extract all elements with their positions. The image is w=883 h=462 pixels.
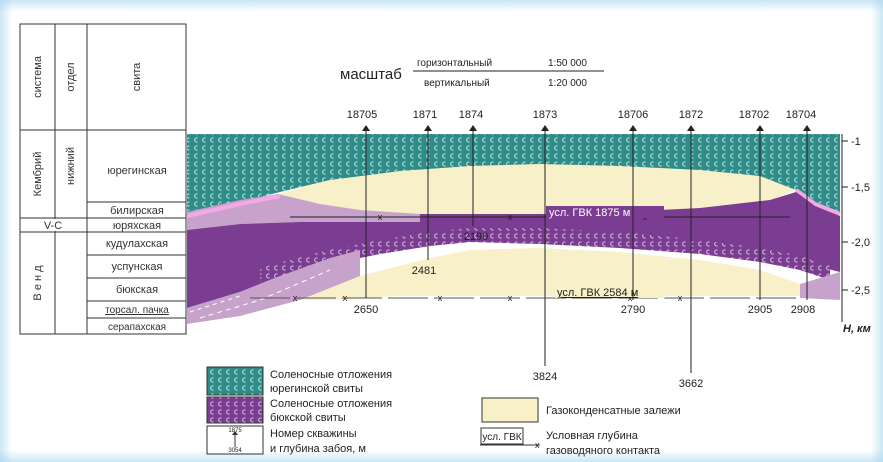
legend-byuk-line2: бюкской свиты — [270, 412, 346, 424]
well-depth-3824: 3824 — [533, 371, 557, 383]
suite-yuryakhskaya: юряхская — [113, 220, 161, 232]
svg-text:x: x — [508, 212, 513, 222]
svg-text:x: x — [343, 293, 348, 303]
legend-yureg-line2: юрегинской свиты — [270, 383, 363, 395]
pink-line-right — [794, 188, 841, 216]
depth-axis-unit: H, км — [843, 323, 871, 335]
svg-text:x: x — [438, 293, 443, 303]
depth-tick-2-0: -2,0 — [851, 237, 870, 249]
system-vend: В е н д — [32, 265, 44, 301]
gwc-upper-line: x x x — [290, 206, 790, 222]
scale-label: масштаб — [340, 66, 402, 83]
well-depth-2650: 2650 — [354, 304, 378, 316]
depth-tick-1: -1 — [851, 136, 861, 148]
salt-yureginskaya-layer — [187, 134, 840, 216]
wells — [365, 129, 808, 373]
well-label-18706: 18706 — [618, 109, 649, 121]
legend-swatch-yureg-salt — [206, 366, 264, 396]
suite-serapakhskaya: серапахская — [108, 322, 166, 333]
legend-swatch-byuk-salt — [206, 396, 264, 424]
gwc-lower-line: x x x x x x — [250, 286, 800, 303]
well-label-1873: 1873 — [533, 109, 557, 121]
gas-condensate-lower — [300, 248, 800, 300]
legend-well-line1: Номер скважины — [270, 428, 357, 440]
purple-sediment-layer — [187, 192, 840, 308]
legend-gvk-box-label: усл. ГВК — [482, 432, 521, 443]
dashed-line-lower-1 — [199, 269, 331, 319]
suite-bilirskaya: билирская — [110, 205, 164, 217]
legend-byuk-line1: Соленосные отложения — [270, 398, 392, 410]
right-light-purple-flank — [800, 272, 840, 300]
well-label-18702: 18702 — [739, 109, 770, 121]
suite-byukskaya: бюкская — [116, 284, 158, 296]
scale-block: масштаб горизонтальный 1:50 000 вертикал… — [340, 58, 604, 89]
well-markers — [362, 125, 811, 131]
legend-well-sample-num: 1875 — [228, 428, 242, 434]
well-label-1871: 1871 — [413, 109, 437, 121]
series-lower: нижний — [65, 147, 77, 185]
salt-byukskaya-layer — [260, 228, 830, 282]
lower-light-purple-flank — [187, 250, 360, 324]
legend-swatch-gas — [481, 397, 539, 423]
section-body — [186, 134, 841, 324]
depth-tick-1-5: -1,5 — [851, 182, 870, 194]
well-depth-2790: 2790 — [621, 304, 645, 316]
legend: Соленосные отложения юрегинской свиты Со… — [206, 366, 681, 457]
gas-condensate-upper — [278, 164, 796, 214]
well-label-1872: 1872 — [679, 109, 703, 121]
suite-torsal-pachka: торсал. пачка — [105, 305, 169, 316]
yuryakhskaya-pink-line — [186, 194, 281, 218]
well-depth-2908: 2908 — [791, 304, 815, 316]
legend-gas: Газоконденсатные залежи — [546, 405, 681, 417]
well-depth-2481: 2481 — [412, 265, 436, 277]
merged-cell-vc — [21, 219, 85, 231]
legend-gvk-line1: Условная глубина — [546, 430, 639, 442]
header-system: система — [32, 55, 44, 98]
well-depth-3662: 3662 — [679, 378, 703, 390]
header-suite: свита — [131, 62, 143, 91]
system-vc: V-C — [44, 220, 62, 232]
stratigraphic-column-table — [19, 23, 187, 335]
suite-uspunskaya: успунская — [111, 261, 162, 273]
scale-vertical-value: 1:20 000 — [548, 78, 587, 89]
system-cambrian: Кембрий — [32, 152, 44, 197]
scale-vertical-label: вертикальный — [424, 78, 490, 89]
well-label-18704: 18704 — [786, 109, 817, 121]
header-series: отдел — [65, 62, 77, 91]
svg-text:x: x — [293, 293, 298, 303]
legend-well-line2: и глубина забоя, м — [270, 443, 366, 455]
well-label-18705: 18705 — [347, 109, 378, 121]
suite-kudulakhskaya: кудулахская — [106, 238, 168, 250]
gwc-upper-label: усл. ГВК 1875 м — [549, 207, 630, 219]
well-depth-2905: 2905 — [748, 304, 772, 316]
svg-text:x: x — [678, 293, 683, 303]
dashed-line-lower-2 — [189, 295, 241, 313]
svg-text:x: x — [378, 212, 383, 222]
well-label-1874: 1874 — [459, 109, 483, 121]
svg-text:x: x — [535, 440, 540, 450]
suite-yureginskaya: юрегинская — [107, 165, 166, 177]
gwc-lower-label: усл. ГВК 2584 м — [557, 287, 638, 299]
legend-gvk-box — [480, 427, 524, 445]
well-depth-2190: 2190 — [464, 231, 488, 243]
scale-horizontal-value: 1:50 000 — [548, 58, 587, 69]
scale-horizontal-label: горизонтальный — [417, 58, 492, 69]
legend-well-sample-depth: 3054 — [228, 448, 242, 454]
depth-tick-2-5: -2,5 — [851, 285, 870, 297]
depth-axis — [841, 134, 848, 322]
legend-gvk-line2: газоводяного контакта — [546, 445, 661, 457]
svg-text:x: x — [508, 293, 513, 303]
legend-yureg-line1: Соленосные отложения — [270, 369, 392, 381]
